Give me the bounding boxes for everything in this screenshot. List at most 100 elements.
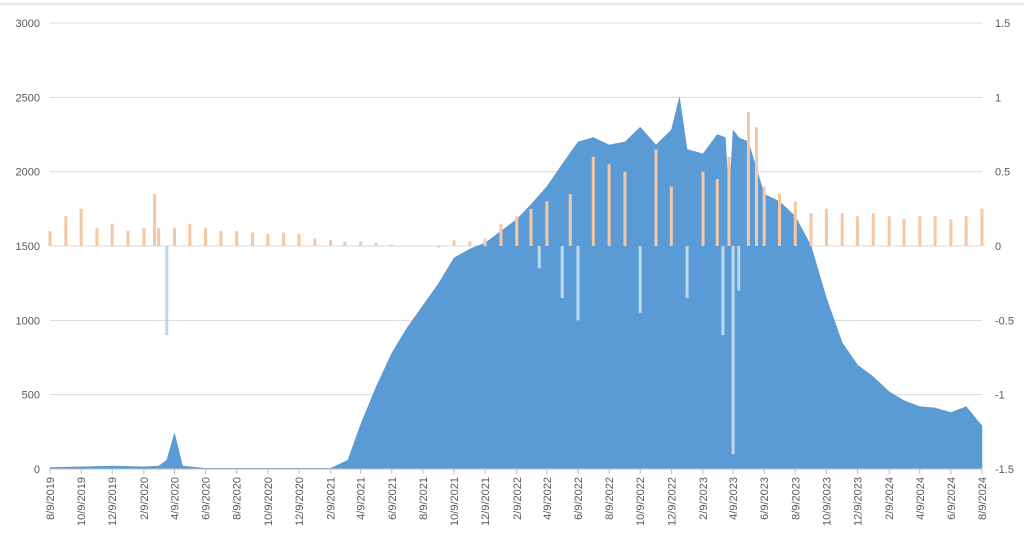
bar-point	[654, 149, 658, 246]
x-tick-label: 10/9/2020	[263, 477, 275, 526]
bar-point	[809, 213, 813, 246]
bar-point	[623, 171, 627, 246]
y-left-tick-label: 500	[22, 390, 40, 402]
x-tick-label: 4/9/2022	[542, 477, 554, 520]
x-tick-label: 2/9/2020	[139, 477, 151, 520]
bar-point	[282, 232, 286, 246]
bar-point	[701, 171, 705, 246]
x-tick-label: 8/9/2022	[604, 477, 616, 520]
x-tick-label: 4/9/2020	[169, 477, 181, 520]
bar-point	[840, 213, 844, 246]
bar-point	[529, 208, 533, 246]
y-right-tick-label: -1.5	[995, 464, 1014, 476]
x-tick-label: 12/9/2021	[480, 477, 492, 526]
bar-point	[235, 231, 239, 246]
bar-point	[887, 216, 891, 246]
bar-point	[685, 246, 689, 298]
bar-point	[153, 194, 157, 246]
bar-point	[173, 228, 176, 246]
bar-point	[297, 234, 301, 246]
bar-point	[142, 228, 146, 246]
y-left-tick-label: 0	[34, 464, 40, 476]
bar-point	[721, 246, 725, 336]
bar-point	[715, 179, 719, 246]
y-right-tick-label: 1.5	[995, 18, 1010, 30]
bar-point	[437, 246, 441, 248]
axes: 0 500 1000 1500 2000 2500 3000 -1.5 -1 -0.5 0 0.5 1 1…	[16, 18, 1014, 526]
bar-point	[980, 208, 984, 246]
bar-point	[824, 208, 828, 246]
bar-point	[793, 201, 797, 246]
x-tick-label: 12/9/2019	[107, 477, 119, 526]
bar-point	[964, 216, 968, 246]
bar-point	[856, 216, 859, 246]
x-tick-label: 2/9/2024	[884, 477, 896, 520]
bar-point	[126, 231, 130, 246]
bar-point	[421, 246, 425, 247]
bar-point	[778, 194, 781, 246]
x-tick-label: 10/9/2019	[76, 477, 88, 526]
bar-point	[537, 246, 541, 269]
bar-point	[933, 216, 937, 246]
bar-point	[871, 213, 875, 246]
bar-point	[359, 241, 363, 246]
area-series-layer	[49, 97, 983, 470]
bar-point	[568, 194, 572, 246]
bar-point	[737, 246, 741, 291]
x-tick-label: 8/9/2021	[418, 477, 430, 520]
bar-point	[374, 243, 378, 246]
x-tick-label: 4/9/2023	[728, 477, 740, 520]
x-tick-label: 6/9/2021	[387, 477, 399, 520]
x-tick-label: 2/9/2021	[326, 477, 338, 520]
bar-point	[110, 223, 114, 246]
x-tick-label: 4/9/2021	[356, 477, 368, 520]
bar-point	[576, 246, 580, 321]
bar-point	[949, 219, 953, 246]
bar-point	[266, 234, 270, 246]
x-tick-label: 6/9/2022	[573, 477, 585, 520]
bar-point	[405, 246, 409, 247]
y-right-tick-label: 0.5	[995, 167, 1010, 179]
bar-point	[918, 216, 922, 246]
bar-point	[560, 246, 564, 298]
y-right-tick-label: -0.5	[995, 315, 1014, 327]
y-left-tick-label: 3000	[16, 18, 40, 30]
bar-point	[607, 164, 611, 246]
y-right-tick-label: -1	[995, 390, 1005, 402]
x-tick-label: 10/9/2023	[821, 477, 833, 526]
x-tick-label: 8/9/2020	[232, 477, 244, 520]
x-tick-label: 12/9/2023	[853, 477, 865, 526]
bar-point	[902, 219, 906, 246]
bar-point	[483, 238, 487, 246]
bar-point	[746, 112, 750, 246]
x-tick-label: 10/9/2021	[449, 477, 461, 526]
y-left-tick-label: 2500	[16, 92, 40, 104]
bar-series-layer	[48, 112, 984, 455]
bar-point	[755, 127, 758, 246]
bar-point	[515, 216, 519, 246]
bar-point	[79, 208, 83, 246]
bar-point	[188, 223, 192, 246]
bar-point	[452, 240, 456, 246]
x-tick-label: 4/9/2024	[915, 477, 927, 520]
bar-point	[64, 216, 68, 246]
bar-point	[669, 186, 673, 246]
y-right-tick-label: 1	[995, 92, 1001, 104]
x-tick-label: 6/9/2020	[201, 477, 213, 520]
bar-point	[762, 186, 766, 246]
bar-point	[95, 228, 99, 246]
x-tick-label: 8/9/2023	[790, 477, 802, 520]
bar-point	[545, 201, 549, 246]
bar-point	[251, 232, 254, 246]
bar-point	[638, 246, 642, 313]
x-tick-label: 12/9/2022	[666, 477, 678, 526]
y-left-tick-label: 2000	[16, 167, 40, 179]
x-tick-label: 8/9/2024	[977, 477, 989, 520]
y-left-tick-label: 1000	[16, 315, 40, 327]
x-tick-label: 6/9/2023	[759, 477, 771, 520]
bar-point	[731, 246, 735, 455]
bar-point	[591, 156, 595, 246]
x-tick-label: 12/9/2020	[294, 477, 306, 526]
